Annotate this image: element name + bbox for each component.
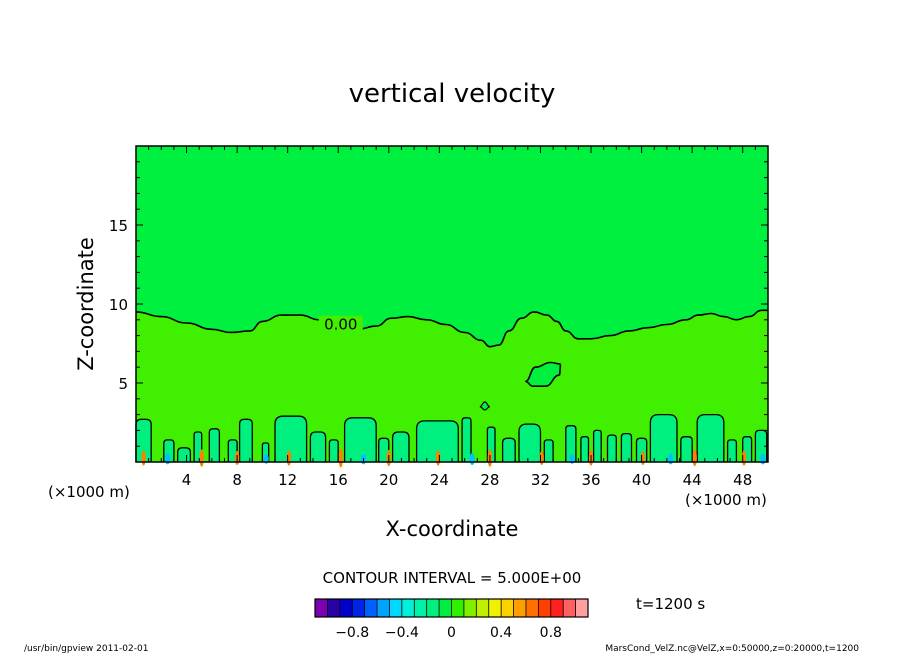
- boundary-cell-5: [208, 428, 221, 462]
- contour-interval-text: CONTOUR INTERVAL = 5.000E+00: [323, 569, 582, 587]
- x-tick-label-8: 8: [232, 471, 242, 489]
- x-unit-left: (×1000 m): [48, 483, 130, 501]
- boundary-cell-6: [227, 439, 238, 462]
- closed-contour-mid: [525, 361, 562, 388]
- boundary-cell-30: [726, 439, 738, 462]
- boundary-cell-22: [580, 436, 590, 462]
- colorbar-swatch-7: [389, 599, 403, 617]
- colorbar-label-2: −0.4: [385, 625, 419, 641]
- x-unit-right: (×1000 m): [685, 491, 767, 509]
- colorbar-swatch-12: [451, 599, 465, 617]
- boundary-cell-3: [177, 447, 192, 462]
- boundary-cell-12: [343, 417, 377, 462]
- y-axis-title: Z-coordinate: [74, 237, 98, 371]
- x-tick-label-24: 24: [430, 471, 449, 489]
- boundary-cell-13: [378, 437, 390, 462]
- time-label: t=1200 s: [636, 595, 705, 613]
- x-tick-label-48: 48: [733, 471, 752, 489]
- updraft-spot-5: [338, 448, 343, 468]
- colorbar-swatch-22: [575, 599, 589, 617]
- colorbar-swatch-15: [488, 599, 502, 617]
- colorbar-swatch-14: [476, 599, 490, 617]
- colorbar-swatch-9: [414, 599, 428, 617]
- colorbar-swatch-1: [315, 599, 328, 617]
- y-tick-label-10: 10: [109, 296, 128, 314]
- boundary-cell-15: [415, 420, 459, 462]
- colorbar-swatch-16: [501, 599, 514, 617]
- updraft-spot-12: [692, 449, 697, 467]
- colorbar-label-5: 0.8: [540, 625, 562, 641]
- x-tick-label-12: 12: [278, 471, 297, 489]
- boundary-cell-10: [309, 431, 327, 462]
- colorbar-swatch-6: [377, 599, 390, 617]
- boundary-cell-14: [391, 431, 410, 462]
- colorbar-swatch-2: [327, 599, 341, 617]
- colorbar-label-3: 0: [447, 625, 456, 641]
- y-tick-label-15: 15: [109, 217, 128, 235]
- colorbar-swatch-8: [401, 599, 415, 617]
- downdraft-spot-1: [165, 453, 171, 465]
- zero-contour-line: [135, 309, 768, 348]
- boundary-cell-19: [518, 423, 542, 462]
- downdraft-spot-7: [760, 453, 766, 465]
- contour-label: 0.00: [324, 316, 357, 334]
- boundary-cell-11: [328, 439, 339, 462]
- colorbar-swatch-21: [563, 599, 576, 617]
- colorbar-swatch-3: [339, 599, 353, 617]
- downdraft-spot-6: [668, 453, 674, 465]
- footer-left: /usr/bin/gpview 2011-02-01: [24, 644, 148, 654]
- colorbar-swatch-11: [439, 599, 452, 617]
- x-axis-title: X-coordinate: [386, 517, 519, 541]
- colorbar-swatch-20: [550, 599, 564, 617]
- contour-label-background: [318, 315, 363, 332]
- colorbar-swatch-18: [525, 599, 539, 617]
- colorbar-swatch-4: [352, 599, 366, 617]
- colorbar-swatch-19: [538, 599, 552, 617]
- y-axis-ticks: 5 10 15: [109, 161, 768, 447]
- x-tick-label-4: 4: [182, 471, 192, 489]
- colorbar-frame: [314, 598, 589, 618]
- boundary-cell-18: [501, 437, 516, 462]
- colorbar-swatch-10: [426, 599, 440, 617]
- boundary-cell-25: [620, 432, 633, 462]
- colorbar-swatch-17: [513, 599, 527, 617]
- boundary-cell-28: [680, 436, 693, 462]
- colorbar-label-4: 0.4: [490, 625, 512, 641]
- x-axis-ticks: 4 8 12 16 20 24 28 32 36 40 44 48: [148, 146, 756, 489]
- footer-right: MarsCond_VelZ.nc@VelZ,x=0:50000,z=0:2000…: [605, 644, 859, 654]
- x-tick-label-16: 16: [329, 471, 348, 489]
- colorbar-label-1: −0.8: [335, 625, 369, 641]
- colorbar-swatch-13: [463, 599, 477, 617]
- x-tick-label-40: 40: [632, 471, 651, 489]
- closed-contour-small: [479, 401, 491, 411]
- boundary-cell-23: [592, 429, 602, 462]
- boundary-cell-21: [565, 425, 577, 462]
- x-tick-label-36: 36: [581, 471, 600, 489]
- x-tick-label-20: 20: [379, 471, 398, 489]
- boundary-cell-16: [461, 417, 472, 462]
- boundary-cell-24: [606, 434, 617, 462]
- chart-title: vertical velocity: [349, 79, 556, 109]
- x-tick-label-28: 28: [480, 471, 499, 489]
- updraft-spot-1: [141, 450, 146, 466]
- x-tick-label-32: 32: [531, 471, 550, 489]
- boundary-cell-9: [274, 415, 308, 462]
- boundary-cell-20: [543, 439, 554, 462]
- downdraft-spot-4: [469, 453, 475, 465]
- updraft-spot-2: [199, 449, 204, 467]
- boundary-cell-29: [696, 413, 725, 462]
- boundary-cell-27: [649, 413, 678, 462]
- colorbar: −0.8 −0.4 0 0.4 0.8: [314, 598, 589, 641]
- y-tick-label-5: 5: [118, 375, 128, 393]
- boundary-cell-7: [238, 418, 253, 462]
- colorbar-swatch-5: [364, 599, 378, 617]
- x-tick-label-44: 44: [683, 471, 702, 489]
